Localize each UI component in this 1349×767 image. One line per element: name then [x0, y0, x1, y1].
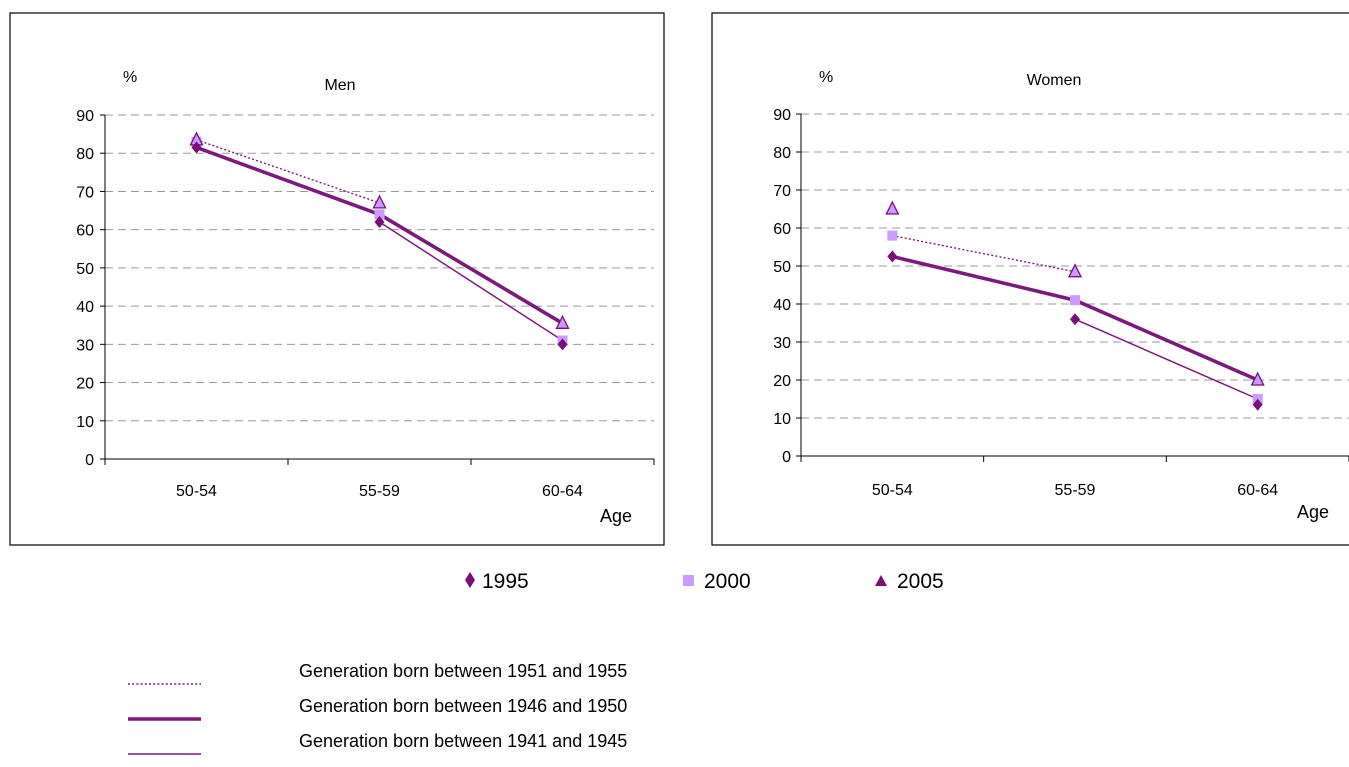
y-tick-label: 60 [76, 223, 94, 240]
y-tick-label: 70 [76, 184, 94, 201]
women-chart: 0 10 20 30 40 50 60 70 80 90 50-54 55-59 60-64 Women%… [773, 69, 1349, 522]
data-point-1995 [1070, 313, 1080, 326]
x-tick-label: 60-64 [542, 483, 583, 500]
x-axis-label: Age [600, 506, 632, 526]
y-tick-label: 60 [773, 221, 791, 238]
marker-legend: 1995 2000 2005 [465, 570, 944, 593]
legend-line-label-1946-1950: Generation born between 1946 and 1950 [299, 696, 627, 716]
data-point-2000 [887, 230, 898, 241]
x-tick-label: 55-59 [359, 483, 400, 500]
y-axis-label: % [819, 69, 833, 86]
y-tick-label: 30 [76, 337, 94, 354]
y-tick-label: 10 [773, 411, 791, 428]
data-point-1995 [1252, 398, 1263, 411]
legend-label-2000: 2000 [704, 570, 751, 593]
data-point-1995 [374, 216, 385, 229]
y-tick-label: 70 [773, 183, 791, 200]
y-tick-label: 40 [76, 299, 94, 316]
y-tick-label: 0 [782, 449, 791, 466]
series-line-thin [1074, 318, 1258, 400]
men-chart-frame [9, 12, 665, 546]
series-line-thin [379, 221, 563, 342]
women-chart-frame [711, 12, 1349, 546]
y-tick-label: 90 [76, 108, 94, 125]
y-tick-label: 0 [85, 452, 94, 469]
chart-title: Women [1027, 72, 1082, 89]
y-tick-label: 80 [773, 145, 791, 162]
data-point-1995 [557, 338, 568, 351]
square-marker-icon [683, 575, 694, 586]
data-point-1995 [887, 250, 898, 263]
y-tick-label: 80 [76, 146, 94, 163]
data-point-2000 [374, 209, 385, 220]
y-tick-label: 10 [76, 414, 94, 431]
data-point-2005 [1250, 371, 1265, 386]
y-tick-label: 40 [773, 297, 791, 314]
x-axis-label: Age [1297, 502, 1329, 522]
data-point-2000 [1070, 295, 1080, 306]
x-tick-label: 60-64 [1237, 482, 1278, 499]
legend-item-2000: 2000 [683, 570, 751, 593]
legend-line-label-1951-1955: Generation born between 1951 and 1955 [299, 661, 627, 681]
legend-label-1995: 1995 [482, 570, 529, 593]
x-tick-label: 50-54 [872, 482, 913, 499]
data-point-2005 [885, 200, 900, 215]
legend-item-1995: 1995 [465, 570, 529, 593]
y-tick-label: 50 [76, 261, 94, 278]
legend-label-2005: 2005 [897, 570, 944, 593]
line-legend: Generation born between 1951 and 1955 Ge… [128, 661, 627, 755]
data-point-2005 [372, 194, 387, 209]
legend-item-2005: 2005 [875, 570, 944, 593]
data-point-2005 [1067, 263, 1083, 278]
series-line-dotted [892, 234, 1076, 273]
x-tick-label: 55-59 [1055, 482, 1096, 499]
y-tick-label: 20 [76, 376, 94, 393]
y-tick-label: 50 [773, 259, 791, 276]
y-tick-label: 90 [773, 107, 791, 124]
y-tick-label: 30 [773, 335, 791, 352]
x-tick-label: 50-54 [176, 483, 217, 500]
data-point-1995 [191, 141, 202, 154]
men-chart: 0 10 20 30 40 50 60 70 80 90 50-54 55-59 60-64 Men% Ag… [76, 69, 655, 526]
legend-line-label-1941-1945: Generation born between 1941 and 1945 [299, 731, 627, 751]
diamond-marker-icon [465, 572, 475, 588]
chart-title: Men [324, 77, 355, 94]
series-line-dotted [196, 139, 380, 204]
y-axis-label: % [123, 69, 137, 86]
y-tick-label: 20 [773, 373, 791, 390]
triangle-marker-icon [875, 575, 887, 586]
data-point-2005 [555, 314, 570, 329]
